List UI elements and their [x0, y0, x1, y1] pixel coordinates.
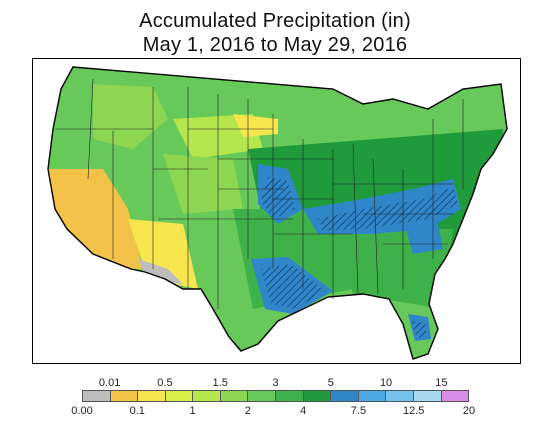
legend-label: 2	[244, 405, 251, 417]
precip-fill	[48, 67, 507, 359]
map-title-line-2: May 1, 2016 to May 29, 2016	[142, 34, 408, 56]
legend-swatch	[193, 391, 221, 401]
legend-swatch	[441, 391, 469, 401]
map-title-line-1: Accumulated Precipitation (in)	[139, 10, 411, 32]
legend-label: 0.1	[129, 405, 145, 417]
legend-swatch	[110, 391, 139, 401]
legend-swatch	[358, 391, 387, 401]
legend-label: 0.00	[71, 405, 93, 417]
legend-label: 1.5	[212, 377, 228, 389]
legend-label: 1	[189, 405, 196, 417]
legend-label: 3	[272, 377, 279, 389]
legend-swatch	[303, 391, 332, 401]
legend-label: 20	[462, 405, 476, 417]
legend-swatch	[165, 391, 194, 401]
legend-label: 10	[379, 377, 393, 389]
legend-label: 12.5	[402, 405, 425, 417]
legend-label: 7.5	[350, 405, 367, 417]
legend-swatch	[83, 391, 111, 401]
state-boundaries	[55, 78, 464, 309]
legend-label: 0.5	[157, 377, 173, 389]
map-canvas	[47, 66, 508, 360]
legend-label: 15	[435, 377, 448, 389]
legend-swatch	[276, 391, 304, 401]
us-outline	[47, 66, 508, 360]
legend-swatch	[331, 391, 359, 401]
legend-swatch	[386, 391, 414, 401]
legend-swatch	[413, 391, 442, 401]
precipitation-map	[32, 58, 521, 364]
legend-swatch	[138, 391, 166, 401]
legend-label: 0.01	[98, 377, 121, 389]
legend-colorbar	[82, 390, 469, 402]
legend-swatch	[248, 391, 277, 401]
legend-label: 4	[300, 405, 307, 417]
legend-swatch	[220, 391, 249, 401]
legend: 0.00 0.01 0.1 0.5 1 1.5 2 3 4 5 7.5 10 12.5 15 20	[0, 372, 550, 422]
legend-label: 5	[327, 377, 334, 389]
